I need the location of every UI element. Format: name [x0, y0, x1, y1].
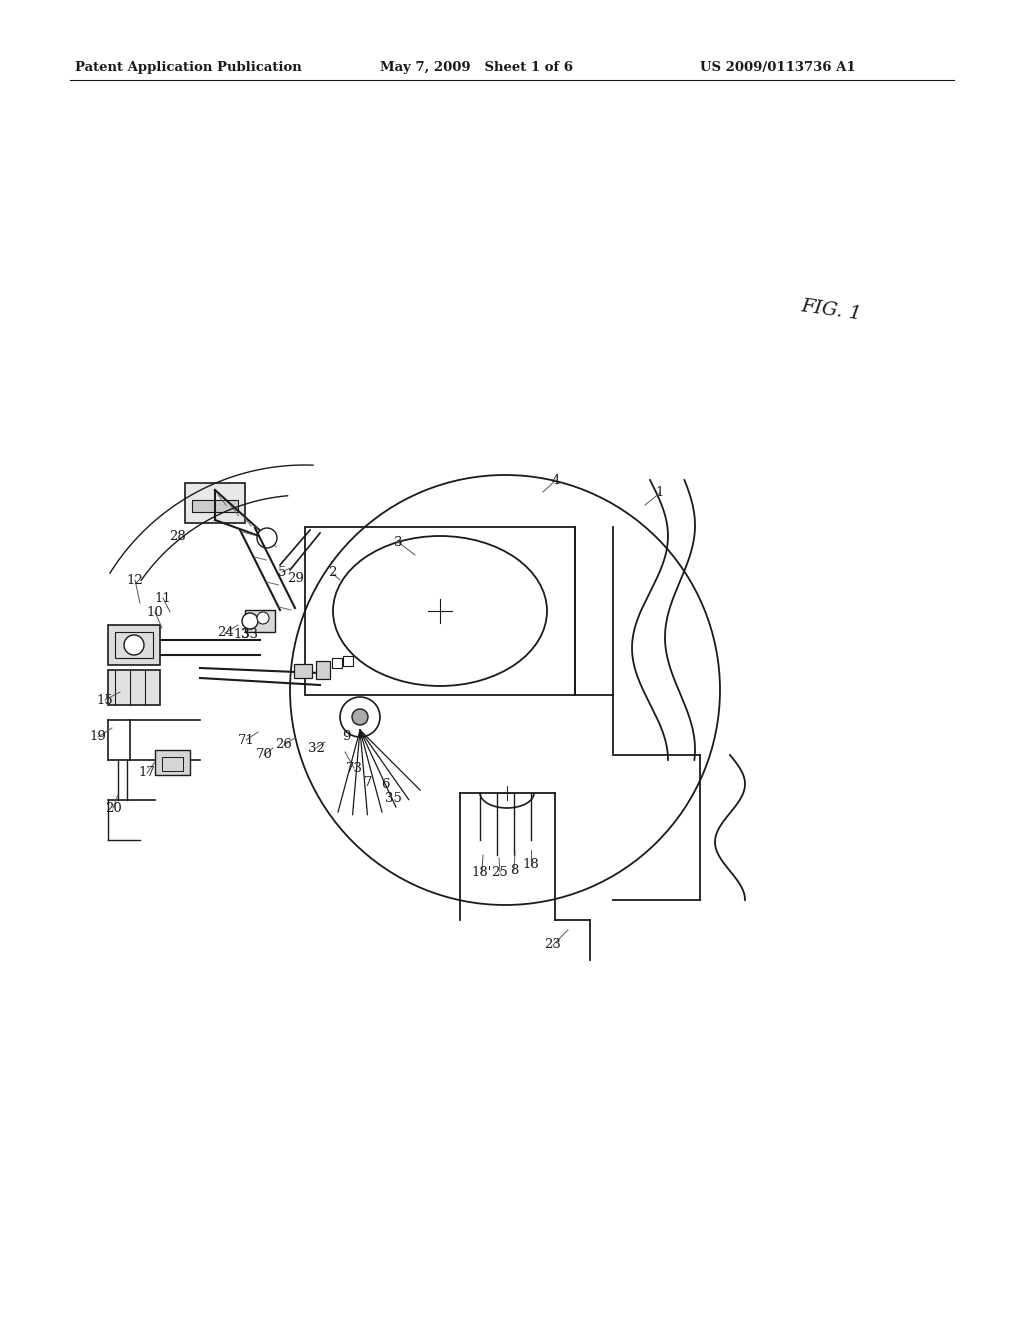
Text: 20: 20: [104, 801, 122, 814]
Bar: [294, 664, 312, 678]
Text: 35: 35: [385, 792, 401, 804]
Bar: [245, 610, 275, 632]
Text: 70: 70: [256, 748, 272, 762]
Bar: [108, 624, 160, 665]
Text: 15: 15: [96, 693, 114, 706]
Text: 29: 29: [288, 572, 304, 585]
Text: 7: 7: [364, 776, 373, 788]
Text: 12: 12: [127, 573, 143, 586]
Text: 6: 6: [381, 779, 389, 792]
Text: 1: 1: [655, 487, 665, 499]
Text: 18': 18': [472, 866, 493, 879]
Bar: [155, 750, 190, 775]
Text: 17: 17: [138, 767, 156, 780]
Text: 32: 32: [307, 742, 325, 755]
Text: 8: 8: [510, 863, 518, 876]
Circle shape: [124, 635, 144, 655]
Bar: [332, 657, 342, 668]
Bar: [305, 527, 575, 696]
Text: 23: 23: [545, 939, 561, 952]
Text: 5: 5: [278, 565, 286, 578]
Bar: [108, 671, 160, 705]
Text: 11: 11: [155, 591, 171, 605]
Text: 2: 2: [328, 566, 336, 579]
Text: 9: 9: [342, 730, 350, 742]
Bar: [185, 483, 245, 523]
Text: 10: 10: [146, 606, 164, 619]
Circle shape: [242, 612, 258, 630]
Circle shape: [352, 709, 368, 725]
Bar: [343, 656, 353, 667]
Bar: [162, 756, 183, 771]
Text: 4: 4: [552, 474, 560, 487]
Text: FIG. 1: FIG. 1: [800, 297, 863, 323]
Text: 33: 33: [242, 628, 258, 642]
Text: 73: 73: [345, 762, 362, 775]
Circle shape: [257, 528, 278, 548]
Text: 13: 13: [233, 628, 251, 642]
Text: 18: 18: [522, 858, 540, 871]
Text: 25: 25: [492, 866, 508, 879]
Text: May 7, 2009   Sheet 1 of 6: May 7, 2009 Sheet 1 of 6: [380, 62, 573, 74]
Text: US 2009/0113736 A1: US 2009/0113736 A1: [700, 62, 856, 74]
Circle shape: [257, 612, 269, 624]
Circle shape: [340, 697, 380, 737]
Bar: [193, 500, 238, 512]
Text: 26: 26: [275, 738, 293, 751]
Bar: [316, 661, 330, 678]
Text: Patent Application Publication: Patent Application Publication: [75, 62, 302, 74]
Bar: [115, 632, 153, 657]
Text: 24: 24: [217, 627, 233, 639]
Text: 19: 19: [89, 730, 106, 743]
Text: 3: 3: [394, 536, 402, 549]
Text: 71: 71: [238, 734, 254, 747]
Text: 28: 28: [170, 529, 186, 543]
